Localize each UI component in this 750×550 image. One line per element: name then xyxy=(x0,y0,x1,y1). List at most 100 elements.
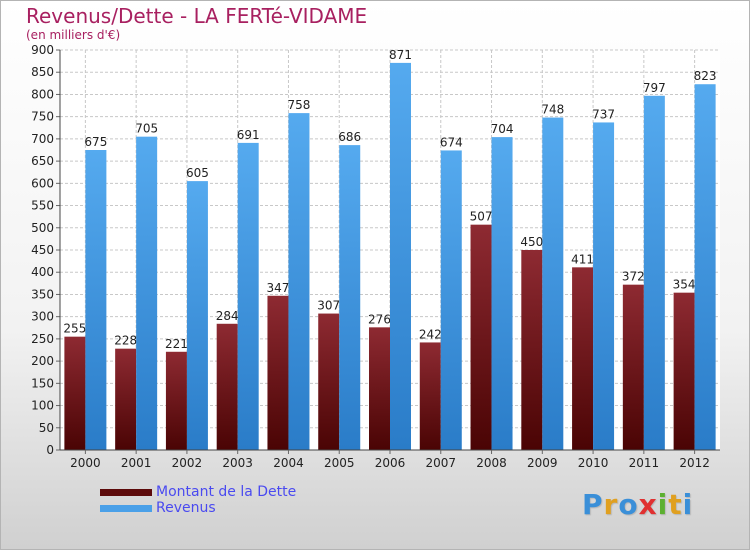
data-label-revenus-2010: 737 xyxy=(592,107,615,121)
data-label-montant-de-la-dette-2008: 507 xyxy=(470,210,493,224)
data-label-revenus-2012: 823 xyxy=(694,69,717,83)
chart-subtitle: (en milliers d'€) xyxy=(26,28,121,42)
bar-revenus-2004 xyxy=(288,113,310,450)
data-label-revenus-2006: 871 xyxy=(389,48,412,62)
logo-letter: P xyxy=(582,488,604,521)
bar-revenus-2007 xyxy=(440,150,462,450)
bar-montant-de-la-dette-2010 xyxy=(572,267,594,450)
data-label-montant-de-la-dette-2009: 450 xyxy=(520,235,543,249)
x-tick-label-2005: 2005 xyxy=(324,456,355,470)
y-tick-label: 750 xyxy=(31,110,54,124)
logo-letter: o xyxy=(618,488,639,521)
x-tick-label-2007: 2007 xyxy=(425,456,456,470)
y-tick-label: 650 xyxy=(31,154,54,168)
bar-revenus-2011 xyxy=(643,95,665,451)
bar-revenus-2002 xyxy=(186,181,208,450)
legend-label-dette: Montant de la Dette xyxy=(156,484,297,500)
data-label-revenus-2001: 705 xyxy=(135,122,158,136)
y-tick-label: 400 xyxy=(31,265,54,279)
y-tick-label: 600 xyxy=(31,176,54,190)
data-label-montant-de-la-dette-2012: 354 xyxy=(673,278,696,292)
bar-revenus-2006 xyxy=(390,62,411,451)
y-tick-label: 500 xyxy=(31,221,54,235)
x-tick-label-2011: 2011 xyxy=(629,456,660,470)
bar-revenus-2005 xyxy=(339,145,361,450)
bar-revenus-2003 xyxy=(237,142,259,450)
bar-revenus-2001 xyxy=(136,136,158,450)
data-label-montant-de-la-dette-2006: 276 xyxy=(368,312,391,326)
x-tick-label-2010: 2010 xyxy=(578,456,609,470)
data-label-revenus-2007: 674 xyxy=(440,135,463,149)
data-label-montant-de-la-dette-2003: 284 xyxy=(216,309,239,323)
y-tick-label: 700 xyxy=(31,132,54,146)
bar-montant-de-la-dette-2011 xyxy=(622,284,644,450)
chart-title: Revenus/Dette - LA FERTé-VIDAME xyxy=(26,4,368,28)
x-tick-label-2000: 2000 xyxy=(70,456,101,470)
x-tick-label-2001: 2001 xyxy=(121,456,152,470)
bar-revenus-2012 xyxy=(694,84,716,450)
bar-montant-de-la-dette-2012 xyxy=(673,292,695,450)
x-tick-label-2008: 2008 xyxy=(476,456,507,470)
y-tick-label: 150 xyxy=(31,376,54,390)
y-tick-label: 100 xyxy=(31,399,54,413)
data-label-montant-de-la-dette-2010: 411 xyxy=(571,252,594,266)
y-tick-label: 0 xyxy=(46,443,54,457)
bar-revenus-2000 xyxy=(85,150,107,450)
bar-montant-de-la-dette-2000 xyxy=(64,336,86,450)
legend-swatch-dette xyxy=(100,489,152,496)
bar-revenus-2010 xyxy=(593,122,615,450)
bar-montant-de-la-dette-2005 xyxy=(318,313,340,450)
bar-montant-de-la-dette-2001 xyxy=(115,348,137,450)
data-label-montant-de-la-dette-2005: 307 xyxy=(317,299,340,313)
data-label-revenus-2011: 797 xyxy=(643,81,666,95)
data-label-revenus-2004: 758 xyxy=(288,98,311,112)
y-tick-label: 50 xyxy=(39,421,54,435)
data-label-revenus-2008: 704 xyxy=(491,122,514,136)
y-tick-label: 550 xyxy=(31,199,54,213)
bar-revenus-2009 xyxy=(542,117,564,451)
x-tick-label-2012: 2012 xyxy=(679,456,710,470)
bar-montant-de-la-dette-2007 xyxy=(419,342,441,450)
bar-montant-de-la-dette-2004 xyxy=(267,295,289,450)
y-tick-label: 200 xyxy=(31,354,54,368)
data-label-montant-de-la-dette-2007: 242 xyxy=(419,327,442,341)
legend-label-revenus: Revenus xyxy=(156,500,216,516)
x-tick-label-2009: 2009 xyxy=(527,456,558,470)
y-tick-label: 450 xyxy=(31,243,54,257)
x-tick-label-2006: 2006 xyxy=(375,456,406,470)
y-tick-label: 900 xyxy=(31,43,54,57)
bar-revenus-2008 xyxy=(491,137,513,450)
bar-montant-de-la-dette-2006 xyxy=(369,327,390,450)
data-label-revenus-2003: 691 xyxy=(237,128,260,142)
data-label-montant-de-la-dette-2011: 372 xyxy=(622,270,645,284)
bar-montant-de-la-dette-2008 xyxy=(470,224,492,450)
data-label-revenus-2002: 605 xyxy=(186,166,209,180)
y-tick-label: 800 xyxy=(31,87,54,101)
bars: 255 228 221 284 347 307 276 242 507 450 411 372 354 6… xyxy=(63,48,717,451)
data-label-montant-de-la-dette-2004: 347 xyxy=(267,281,290,295)
logo-letter: r xyxy=(603,488,619,521)
logo-letter: i xyxy=(682,488,694,521)
proxiti-logo: Proxiti xyxy=(582,488,693,521)
data-label-revenus-2009: 748 xyxy=(541,103,564,117)
bar-montant-de-la-dette-2009 xyxy=(521,250,543,450)
data-label-montant-de-la-dette-2000: 255 xyxy=(63,322,86,336)
data-label-montant-de-la-dette-2002: 221 xyxy=(165,337,188,351)
y-tick-label: 250 xyxy=(31,332,54,346)
bar-montant-de-la-dette-2002 xyxy=(165,351,187,450)
y-tick-label: 300 xyxy=(31,310,54,324)
data-label-montant-de-la-dette-2001: 228 xyxy=(114,334,137,348)
logo-letter: x xyxy=(638,488,658,521)
x-tick-label-2002: 2002 xyxy=(172,456,203,470)
x-tick-label-2003: 2003 xyxy=(222,456,253,470)
logo-letter: i xyxy=(657,488,669,521)
legend-swatch-revenus xyxy=(100,505,152,512)
bar-montant-de-la-dette-2003 xyxy=(216,323,238,450)
x-tick-label-2004: 2004 xyxy=(273,456,304,470)
y-tick-label: 350 xyxy=(31,287,54,301)
data-label-revenus-2000: 675 xyxy=(84,135,107,149)
axes: 0 50 100 150 200 250 300 350 400 450 500 550 600 650 7… xyxy=(31,43,720,470)
y-tick-label: 850 xyxy=(31,65,54,79)
logo-letter: t xyxy=(668,488,683,521)
